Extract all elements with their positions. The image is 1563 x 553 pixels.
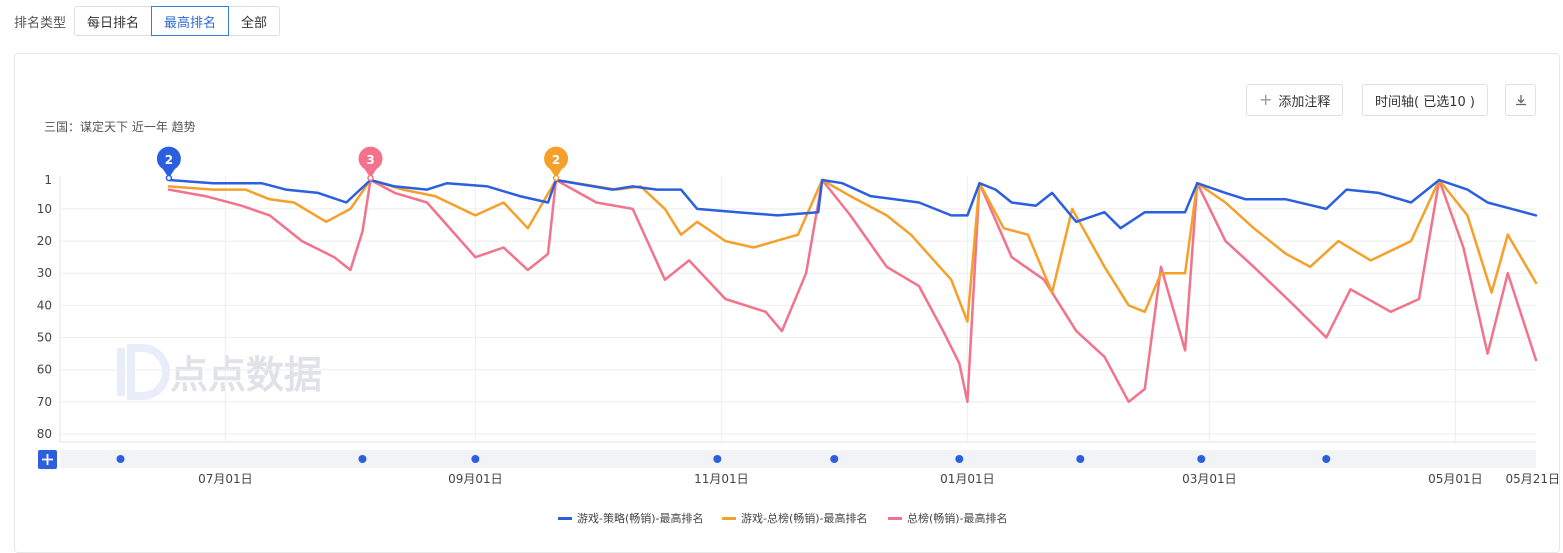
timeline-track bbox=[60, 450, 1536, 468]
series-layer bbox=[167, 178, 1538, 404]
all-rank-button[interactable]: 全部 bbox=[228, 6, 281, 36]
timeline-dot[interactable] bbox=[830, 455, 839, 463]
legend-swatch bbox=[888, 517, 902, 520]
annotation-marker[interactable]: 2 bbox=[156, 146, 181, 182]
legend-item[interactable]: 游戏-总榜(畅销)-最高排名 bbox=[722, 511, 868, 525]
timeline-dot[interactable] bbox=[713, 455, 722, 463]
plus-icon bbox=[42, 454, 53, 465]
annotation-marker[interactable]: 3 bbox=[358, 146, 383, 182]
timeline-dot[interactable] bbox=[1322, 455, 1331, 463]
legend-label: 游戏-总榜(畅销)-最高排名 bbox=[741, 511, 868, 525]
timeline-dot[interactable] bbox=[1076, 455, 1085, 463]
series-line bbox=[167, 178, 1538, 404]
watermark-logo bbox=[117, 344, 170, 400]
annotation-pin bbox=[358, 146, 383, 178]
x-tick-label: 07月01日 bbox=[198, 472, 253, 486]
plus-icon: + bbox=[1259, 90, 1273, 109]
series-line bbox=[167, 178, 1538, 230]
annotation-label: 2 bbox=[165, 153, 173, 167]
watermark-text: 点点数据 bbox=[170, 353, 322, 397]
legend-item[interactable]: 游戏-策略(畅销)-最高排名 bbox=[558, 511, 704, 525]
timeline-bar bbox=[38, 450, 1536, 469]
highest-rank-button[interactable]: 最高排名 bbox=[151, 6, 230, 36]
add-note-button[interactable]: + 添加注释 bbox=[1246, 84, 1344, 116]
annotation-point bbox=[165, 174, 173, 182]
x-tick-label: 05月21日 bbox=[1505, 472, 1560, 486]
download-button[interactable] bbox=[1505, 84, 1536, 116]
add-note-label: 添加注释 bbox=[1278, 94, 1331, 110]
y-tick-label: 1 bbox=[44, 173, 52, 187]
timeline-dot[interactable] bbox=[471, 455, 480, 463]
timeline-dot[interactable] bbox=[955, 455, 964, 463]
rank-type-label: 排名类型 bbox=[14, 15, 67, 31]
timeline-dot[interactable] bbox=[1197, 455, 1206, 463]
y-axis: 1 10 20 30 40 50 60 70 80 bbox=[37, 173, 52, 441]
annotation-pin bbox=[156, 146, 181, 178]
timeline-dot[interactable] bbox=[116, 455, 125, 463]
annotation-marker[interactable]: 2 bbox=[544, 146, 569, 182]
legend-swatch bbox=[558, 517, 572, 520]
x-axis: 07月01日 09月01日 11月01日 01月01日 03月01日 05月01日 05月2… bbox=[198, 472, 1560, 486]
rank-type-segmented: 每日排名 最高排名 全部 bbox=[74, 6, 281, 36]
timeline-button[interactable]: 时间轴( 已选10 ) bbox=[1362, 84, 1488, 116]
series-line bbox=[167, 178, 1538, 323]
y-tick-label: 70 bbox=[37, 395, 52, 409]
annotation-pin bbox=[544, 146, 569, 178]
x-tick-label: 05月01日 bbox=[1428, 472, 1483, 486]
y-tick-label: 20 bbox=[37, 234, 52, 248]
x-tick-label: 01月01日 bbox=[940, 472, 995, 486]
x-tick-label: 11月01日 bbox=[694, 472, 749, 486]
legend-label: 总榜(畅销)-最高排名 bbox=[907, 511, 1008, 525]
legend-swatch bbox=[722, 517, 736, 520]
y-tick-label: 30 bbox=[37, 266, 52, 280]
legend-label: 游戏-策略(畅销)-最高排名 bbox=[577, 511, 704, 525]
annotation-label: 2 bbox=[552, 153, 560, 167]
x-tick-label: 03月01日 bbox=[1182, 472, 1237, 486]
watermark: 点点数据 bbox=[117, 344, 322, 400]
chart-grid bbox=[59, 176, 1536, 443]
y-tick-label: 80 bbox=[37, 427, 52, 441]
y-tick-label: 10 bbox=[37, 202, 52, 216]
y-tick-label: 50 bbox=[37, 331, 52, 345]
y-tick-label: 60 bbox=[37, 363, 52, 377]
annotation-point bbox=[367, 174, 374, 182]
annotation-label: 3 bbox=[366, 153, 374, 167]
rank-type-toolbar: 排名类型 每日排名 最高排名 全部 bbox=[14, 6, 281, 36]
markers-layer: 2 3 2 bbox=[156, 146, 569, 182]
timeline-dot[interactable] bbox=[358, 455, 367, 463]
legend-item[interactable]: 总榜(畅销)-最高排名 bbox=[888, 511, 1008, 525]
download-icon bbox=[1515, 95, 1526, 106]
timeline-label: 时间轴( 已选10 ) bbox=[1375, 94, 1475, 110]
annotation-point bbox=[552, 174, 560, 182]
y-tick-label: 40 bbox=[37, 298, 52, 312]
x-tick-label: 09月01日 bbox=[448, 472, 503, 486]
legend: 游戏-策略(畅销)-最高排名 游戏-总榜(畅销)-最高排名 总榜(畅销)-最高排名 bbox=[558, 511, 1008, 525]
chart-title: 三国：谋定天下 近一年 趋势 bbox=[44, 120, 196, 134]
